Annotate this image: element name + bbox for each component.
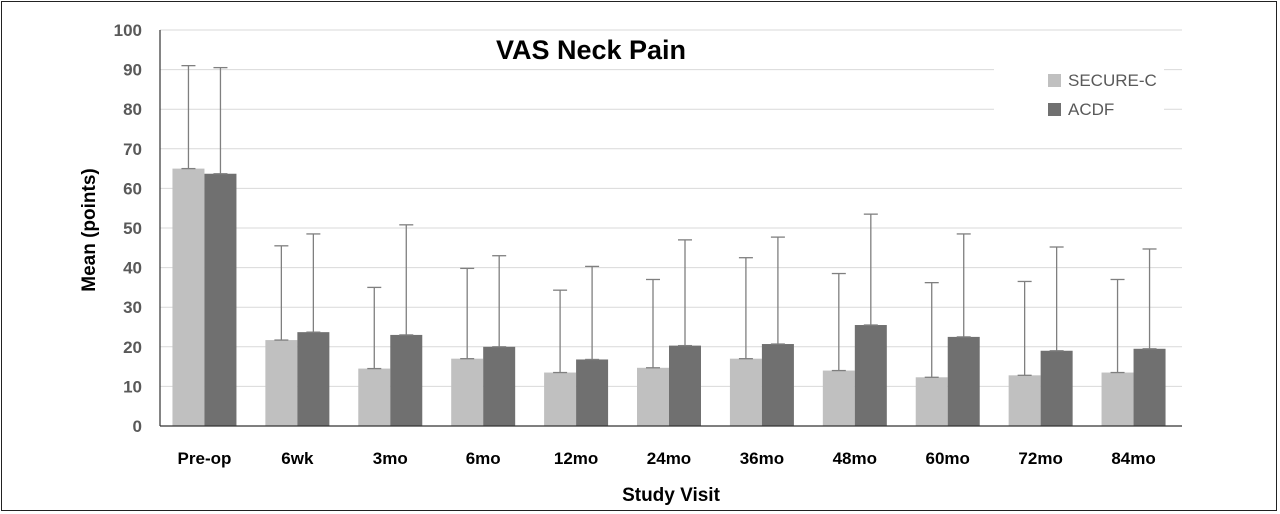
legend-swatch bbox=[1048, 74, 1061, 87]
bar-secure-c bbox=[358, 368, 391, 426]
legend: SECURE-C ACDF bbox=[994, 64, 1164, 130]
bar-acdf bbox=[947, 336, 980, 426]
bar-secure-c bbox=[729, 358, 762, 426]
x-tick-label: 3mo bbox=[373, 449, 408, 468]
x-axis-title: Study Visit bbox=[622, 485, 721, 506]
gridlines bbox=[160, 29, 1182, 387]
y-tick-label: 50 bbox=[123, 219, 142, 238]
bar-secure-c bbox=[265, 340, 298, 426]
y-tick-label: 30 bbox=[123, 298, 142, 317]
x-tick-label: 72mo bbox=[1018, 449, 1062, 468]
x-tick-label: 84mo bbox=[1111, 449, 1155, 468]
legend-label: ACDF bbox=[1068, 100, 1114, 119]
y-tick-label: 100 bbox=[114, 21, 142, 40]
legend-background bbox=[994, 64, 1164, 130]
x-tick-label: 48mo bbox=[833, 449, 877, 468]
x-tick-label: 36mo bbox=[740, 449, 784, 468]
y-tick-label: 40 bbox=[123, 259, 142, 278]
y-tick-label: 60 bbox=[123, 179, 142, 198]
bar-acdf bbox=[204, 173, 237, 426]
y-tick-label: 80 bbox=[123, 100, 142, 119]
bar-acdf bbox=[483, 346, 516, 426]
bar-secure-c bbox=[1008, 375, 1041, 426]
bar-secure-c bbox=[1101, 372, 1134, 426]
x-tick-labels: Pre-op 6wk 3mo 6mo 12mo 24mo 36mo 48mo 60mo 72mo 8… bbox=[178, 449, 1156, 468]
y-axis-title: Mean (points) bbox=[79, 168, 100, 292]
bar-secure-c bbox=[544, 372, 577, 426]
x-tick-label: 6wk bbox=[281, 449, 314, 468]
y-tick-labels: 0 10 20 30 40 50 60 70 80 90 100 bbox=[114, 21, 142, 436]
x-tick-label: Pre-op bbox=[178, 449, 232, 468]
legend-swatch bbox=[1048, 103, 1061, 116]
bar-secure-c bbox=[915, 377, 948, 426]
x-tick-label: 24mo bbox=[647, 449, 691, 468]
y-tick-label: 70 bbox=[123, 140, 142, 159]
bars bbox=[172, 168, 1166, 426]
axes bbox=[159, 30, 1182, 427]
x-tick-label: 60mo bbox=[926, 449, 970, 468]
bar-acdf bbox=[576, 359, 609, 426]
y-tick-label: 0 bbox=[133, 417, 142, 436]
bar-acdf bbox=[761, 344, 794, 426]
bar-secure-c bbox=[637, 367, 669, 426]
bar-secure-c bbox=[451, 358, 484, 426]
y-tick-label: 10 bbox=[123, 377, 142, 396]
error-bars bbox=[181, 64, 1157, 378]
legend-label: SECURE-C bbox=[1068, 71, 1157, 90]
bar-acdf bbox=[854, 325, 887, 426]
x-tick-label: 6mo bbox=[466, 449, 501, 468]
x-tick-label: 12mo bbox=[554, 449, 598, 468]
bar-acdf bbox=[1040, 350, 1073, 426]
bar-secure-c bbox=[822, 370, 855, 426]
y-tick-label: 20 bbox=[123, 338, 142, 357]
bar-acdf bbox=[297, 332, 330, 426]
bar-acdf bbox=[390, 334, 423, 426]
chart-title: VAS Neck Pain bbox=[496, 35, 686, 65]
y-tick-label: 90 bbox=[123, 61, 142, 80]
bar-secure-c bbox=[172, 168, 205, 426]
bar-acdf bbox=[1133, 348, 1166, 426]
bar-acdf bbox=[669, 345, 701, 426]
